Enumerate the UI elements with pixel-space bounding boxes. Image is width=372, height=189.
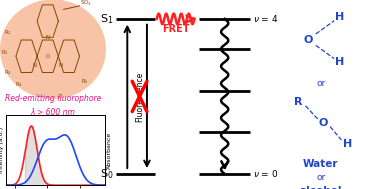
Ellipse shape — [0, 0, 106, 99]
Text: H: H — [335, 12, 344, 22]
Y-axis label: Intensity (a.u.): Intensity (a.u.) — [0, 127, 4, 173]
Text: R$_3$: R$_3$ — [4, 68, 13, 77]
Text: R$_2$: R$_2$ — [1, 48, 9, 57]
Text: R$_5$: R$_5$ — [81, 77, 89, 87]
Text: $\nu$ = 4: $\nu$ = 4 — [253, 13, 279, 24]
Text: N: N — [33, 63, 37, 68]
Text: alcohol: alcohol — [299, 186, 342, 189]
Text: R: R — [294, 97, 302, 107]
Y-axis label: Absorbance: Absorbance — [107, 132, 112, 169]
Text: N: N — [58, 63, 62, 68]
Text: N: N — [46, 35, 50, 40]
Text: O: O — [304, 35, 313, 45]
Text: O: O — [318, 118, 328, 128]
Text: or: or — [316, 79, 326, 88]
Text: FRET: FRET — [162, 24, 189, 34]
Text: Water: Water — [303, 160, 339, 169]
Text: or: or — [316, 173, 326, 182]
Text: Red-emitting fluorophore: Red-emitting fluorophore — [5, 94, 101, 103]
Text: Fluorescence: Fluorescence — [135, 71, 144, 122]
Text: λ > 600 nm: λ > 600 nm — [31, 108, 76, 117]
Text: S$_1$: S$_1$ — [100, 12, 113, 26]
Text: H: H — [343, 139, 352, 149]
Text: S$_0$: S$_0$ — [100, 167, 113, 181]
Text: R$_4$: R$_4$ — [15, 80, 23, 89]
Text: $\nu$ = 0: $\nu$ = 0 — [253, 168, 279, 179]
Text: H: H — [335, 57, 344, 67]
Text: O: O — [46, 54, 50, 59]
Text: R$_1$: R$_1$ — [4, 28, 13, 37]
Text: SO$_3^-$: SO$_3^-$ — [80, 0, 94, 8]
